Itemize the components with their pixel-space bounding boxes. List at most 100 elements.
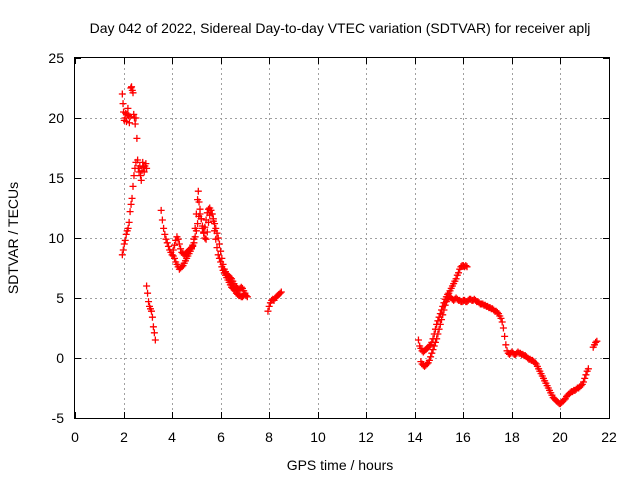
data-point [462, 262, 470, 270]
y-tick-label: 15 [48, 170, 64, 186]
data-point [207, 206, 215, 214]
data-point [147, 307, 155, 315]
y-tick-label: -5 [52, 410, 65, 426]
data-point [178, 263, 186, 271]
data-point [121, 114, 129, 122]
data-point [452, 275, 460, 283]
data-point [593, 337, 601, 345]
data-point [150, 329, 158, 337]
data-point [560, 396, 568, 404]
data-point [202, 235, 210, 243]
data-point [580, 378, 588, 386]
data-point [439, 311, 447, 319]
x-tick-label: 20 [552, 429, 568, 445]
data-point [202, 216, 210, 224]
data-point [119, 100, 127, 108]
data-point [237, 283, 245, 291]
data-point [423, 360, 431, 368]
x-axis-label: GPS time / hours [287, 457, 394, 473]
x-tick-label: 22 [601, 429, 617, 445]
x-tick-label: 14 [407, 429, 423, 445]
data-point [144, 289, 152, 297]
data-point [131, 120, 139, 128]
y-tick-label: 25 [48, 50, 64, 66]
data-point [434, 317, 442, 325]
chart-title: Day 042 of 2022, Sidereal Day-to-day VTE… [90, 20, 591, 36]
data-point [124, 224, 132, 232]
data-point [440, 306, 448, 314]
data-point [428, 349, 436, 357]
data-point [577, 382, 585, 390]
data-point [128, 83, 136, 91]
data-point [434, 330, 442, 338]
data-point [126, 208, 134, 216]
data-point [195, 198, 203, 206]
x-tick-label: 16 [455, 429, 471, 445]
data-point [196, 205, 204, 213]
data-point [163, 239, 171, 247]
data-point [125, 112, 133, 120]
data-point [124, 104, 132, 112]
data-point [425, 356, 433, 364]
data-point [211, 220, 219, 228]
data-point [190, 235, 198, 243]
data-point [120, 240, 128, 248]
data-point [463, 263, 471, 271]
data-point [130, 110, 138, 118]
data-point [197, 215, 205, 223]
data-point [122, 230, 130, 238]
x-tick-label: 8 [265, 429, 273, 445]
data-point [192, 210, 200, 218]
data-point [186, 245, 194, 253]
data-point [429, 346, 437, 354]
x-tick-label: 2 [120, 429, 128, 445]
data-point [431, 338, 439, 346]
data-point [194, 220, 202, 228]
axis-ticks [75, 58, 610, 419]
data-point [130, 172, 138, 180]
data-point [157, 206, 165, 214]
data-point [498, 318, 506, 326]
data-point [133, 134, 141, 142]
data-point [582, 371, 590, 379]
x-tick-labels: 0 2 4 6 8 10 12 14 16 18 20 22 [71, 429, 617, 445]
data-point [132, 114, 140, 122]
data-point [175, 240, 183, 248]
data-point [265, 302, 273, 310]
data-point [164, 242, 172, 250]
data-point [169, 246, 177, 254]
data-point [531, 359, 539, 367]
data-point [137, 172, 145, 180]
data-point [119, 246, 127, 254]
data-point [438, 316, 446, 324]
data-point [145, 298, 153, 306]
data-point [129, 182, 137, 190]
data-point [118, 90, 126, 98]
data-point [191, 224, 199, 232]
y-tick-label: 20 [48, 110, 64, 126]
data-point [151, 336, 159, 344]
y-tick-label: 5 [56, 290, 64, 306]
data-point [581, 374, 589, 382]
data-point [430, 342, 438, 350]
data-point [143, 282, 151, 290]
data-point [139, 158, 147, 166]
data-point [128, 194, 136, 202]
data-point [214, 234, 222, 242]
data-point [189, 241, 197, 249]
data-point [584, 365, 592, 373]
data-point [243, 293, 251, 301]
data-point [129, 89, 137, 97]
data-point [217, 247, 225, 255]
y-tick-label: 10 [48, 230, 64, 246]
data-point [171, 254, 179, 262]
data-point [497, 314, 505, 322]
data-points [118, 83, 601, 408]
data-point [143, 164, 151, 172]
data-point [264, 307, 272, 315]
data-point [276, 289, 284, 297]
data-point [118, 251, 126, 259]
data-point [441, 301, 449, 309]
data-point [168, 251, 176, 259]
